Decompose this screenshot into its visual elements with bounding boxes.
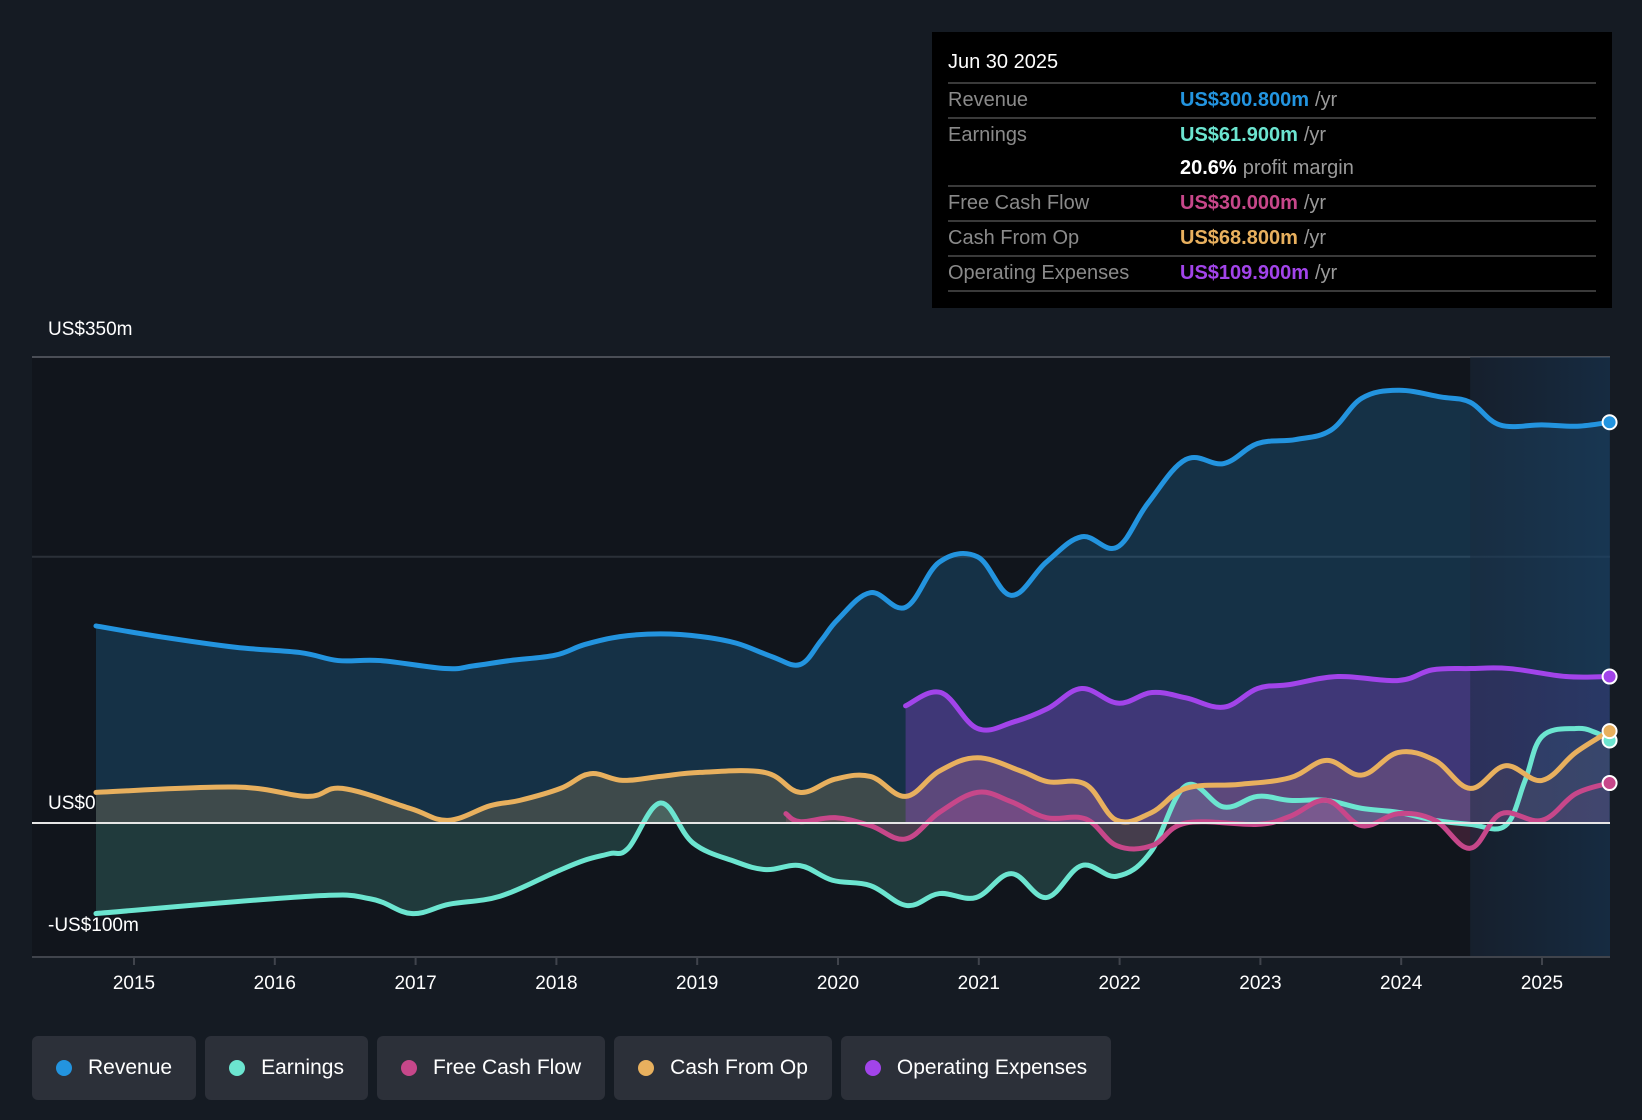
- legend-item-cash-from-op[interactable]: Cash From Op: [614, 1036, 832, 1100]
- x-tick-label: 2016: [254, 973, 296, 994]
- tooltip-value: US$300.800m: [1180, 89, 1309, 111]
- legend-item-revenue[interactable]: Revenue: [32, 1036, 197, 1100]
- legend-item-operating-expenses[interactable]: Operating Expenses: [840, 1036, 1112, 1100]
- x-tick-label: 2019: [676, 973, 718, 994]
- legend-label: Free Cash Flow: [432, 1056, 582, 1079]
- tooltip-unit: profit margin: [1242, 157, 1354, 179]
- revenue-end-marker: [1601, 414, 1618, 431]
- x-tick-label: 2025: [1521, 973, 1563, 994]
- tooltip-unit: /yr: [1303, 192, 1327, 214]
- tooltip-row-cash-from-op: Cash From Op US$68.800m /yr: [948, 222, 1596, 257]
- tooltip-label: Operating Expenses: [948, 262, 1130, 284]
- tooltip-unit: /yr: [1314, 262, 1338, 284]
- tooltip-value: US$109.900m: [1180, 262, 1309, 284]
- y-tick-label: -US$100m: [48, 915, 139, 936]
- tooltip-label: Revenue: [948, 89, 1029, 111]
- legend-label: Earnings: [261, 1056, 344, 1079]
- x-tick-label: 2017: [394, 973, 436, 994]
- tooltip-label: Free Cash Flow: [948, 192, 1090, 214]
- series-end-markers: [1601, 414, 1618, 792]
- tooltip: Jun 30 2025 Revenue US$300.800m /yr Earn…: [932, 32, 1612, 308]
- legend-dot-icon: [864, 1060, 881, 1076]
- x-axis-ticks: 2015 2016 2017 2018 2019 2020 2021 2022 2023 2024…: [113, 957, 1563, 994]
- legend: Revenue Earnings Free Cash Flow Cash Fro…: [32, 1036, 1112, 1100]
- operating-expenses-line: [903, 665, 1613, 733]
- forecast-highlight-band: [1470, 357, 1610, 957]
- tooltip-label: Earnings: [948, 124, 1027, 146]
- legend-dot-icon: [229, 1060, 246, 1076]
- gridlines: [32, 356, 1610, 558]
- tooltip-row-free-cash-flow: Free Cash Flow US$30.000m /yr: [948, 187, 1596, 222]
- earnings-area: [95, 728, 1610, 914]
- tooltip-label: Cash From Op: [948, 227, 1080, 249]
- tooltip-date: Jun 30 2025: [948, 46, 1596, 84]
- free-cash-flow-line: [783, 780, 1613, 852]
- legend-dot-icon: [400, 1060, 417, 1076]
- y-tick-label: US$350m: [48, 319, 133, 340]
- legend-label: Cash From Op: [670, 1056, 808, 1079]
- x-tick-label: 2021: [958, 973, 1000, 994]
- x-tick-label: 2020: [817, 973, 859, 994]
- tooltip-value: US$61.900m: [1180, 124, 1298, 146]
- tooltip-row-operating-expenses: Operating Expenses US$109.900m /yr: [948, 257, 1596, 292]
- x-tick-label: 2022: [1098, 973, 1140, 994]
- x-tick-label: 2018: [535, 973, 577, 994]
- tooltip-row-profit-margin: 20.6% profit margin: [948, 152, 1596, 187]
- tooltip-unit: /yr: [1314, 89, 1338, 111]
- operating-expenses-end-marker: [1601, 668, 1618, 685]
- legend-label: Revenue: [88, 1056, 173, 1079]
- x-tick-label: 2024: [1380, 973, 1423, 994]
- tooltip-unit: /yr: [1303, 227, 1327, 249]
- cash-from-op-line: [93, 728, 1613, 825]
- tooltip-row-earnings: Earnings US$61.900m /yr: [948, 119, 1596, 152]
- x-tick-label: 2023: [1239, 973, 1281, 994]
- series-lines: [93, 387, 1613, 917]
- tooltip-value: 20.6%: [1180, 157, 1237, 179]
- free-cash-flow-area: [785, 783, 1610, 849]
- free-cash-flow-end-marker: [1601, 775, 1618, 792]
- legend-dot-icon: [56, 1060, 72, 1076]
- tooltip-value: US$68.800m: [1180, 227, 1298, 249]
- legend-item-free-cash-flow[interactable]: Free Cash Flow: [376, 1036, 606, 1100]
- y-tick-label: US$0: [48, 793, 96, 814]
- tooltip-value: US$30.000m: [1180, 192, 1298, 214]
- revenue-line: [93, 387, 1613, 672]
- tooltip-row-revenue: Revenue US$300.800m /yr: [948, 84, 1596, 119]
- x-tick-label: 2015: [113, 973, 155, 994]
- plot-background: [32, 357, 1610, 957]
- legend-dot-icon: [638, 1060, 655, 1076]
- legend-item-earnings[interactable]: Earnings: [205, 1036, 368, 1100]
- legend-label: Operating Expenses: [896, 1056, 1088, 1079]
- cash-from-op-end-marker: [1601, 723, 1618, 740]
- y-axis-labels: US$350m US$0 -US$100m: [48, 319, 139, 936]
- tooltip-unit: /yr: [1303, 124, 1327, 146]
